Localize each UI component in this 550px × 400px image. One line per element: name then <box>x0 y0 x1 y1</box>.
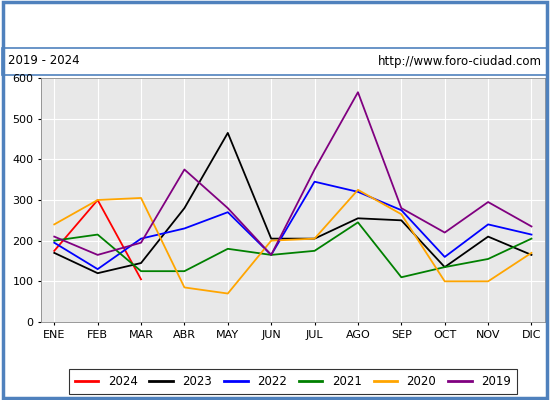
Text: http://www.foro-ciudad.com: http://www.foro-ciudad.com <box>378 54 542 68</box>
FancyBboxPatch shape <box>2 48 548 74</box>
Text: Evolucion Nº Turistas Nacionales en el municipio de Escañuela: Evolucion Nº Turistas Nacionales en el m… <box>46 16 504 30</box>
Legend: 2024, 2023, 2022, 2021, 2020, 2019: 2024, 2023, 2022, 2021, 2020, 2019 <box>69 369 517 394</box>
Text: 2019 - 2024: 2019 - 2024 <box>8 54 80 68</box>
